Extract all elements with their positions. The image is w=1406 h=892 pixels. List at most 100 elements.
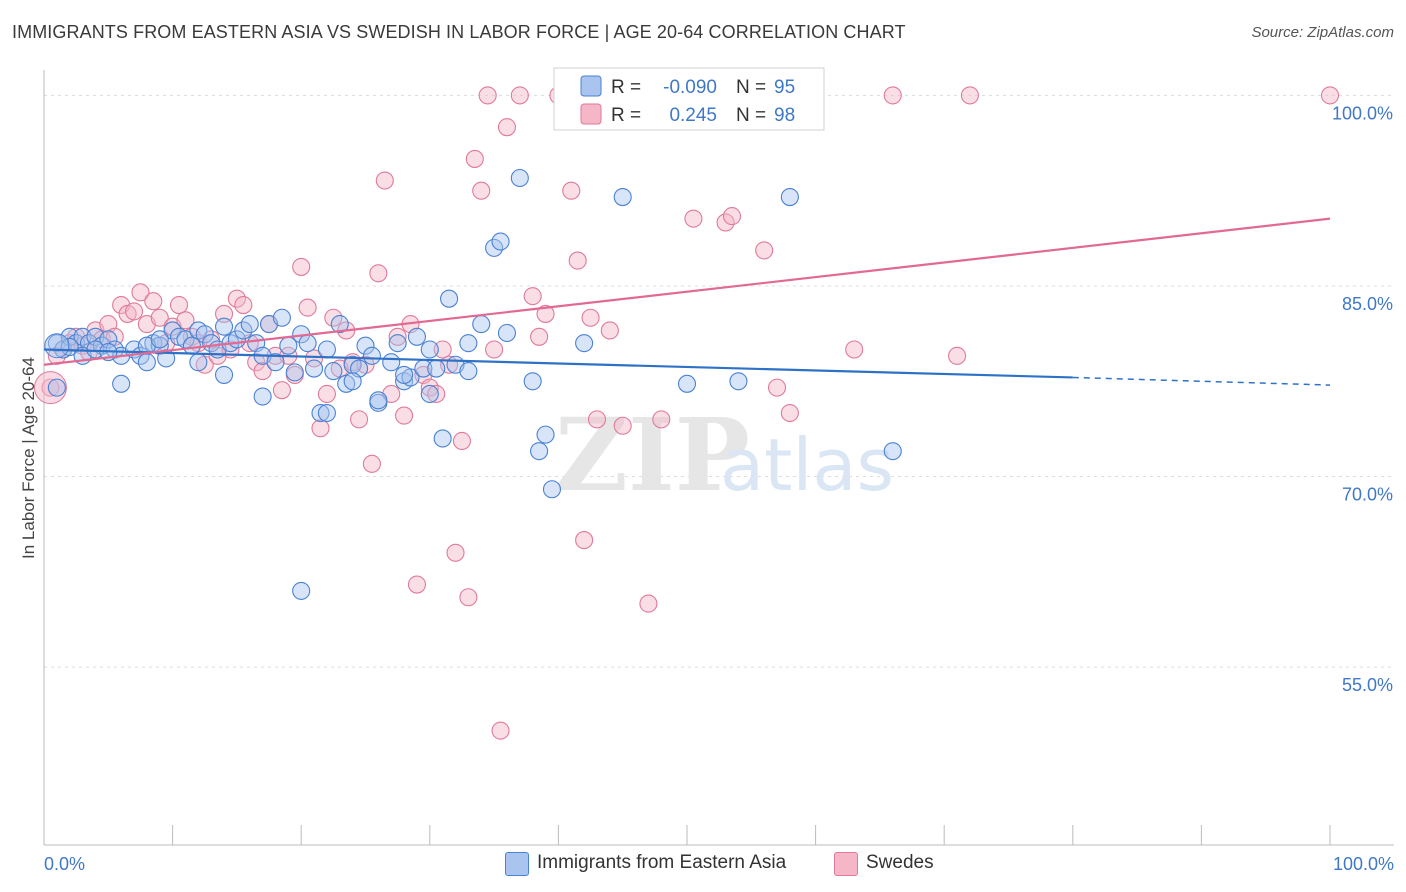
scatter-point (433, 340, 452, 359)
scatter-point (755, 241, 774, 260)
watermark-zip: ZIP (555, 396, 750, 514)
scatter-point (845, 340, 864, 359)
scatter-point (562, 181, 581, 200)
scatter-point (272, 308, 291, 327)
scatter-point (99, 330, 118, 349)
scatter-point (948, 346, 967, 365)
scatter-point (722, 207, 742, 226)
scatter-point (600, 321, 619, 340)
scatter-point (350, 410, 369, 429)
chart-title: IMMIGRANTS FROM EASTERN ASIA VS SWEDISH … (12, 22, 906, 42)
scatter-point (266, 353, 285, 372)
scatter-point (497, 323, 517, 343)
legend-n-value: 95 (774, 77, 795, 98)
scatter-point (150, 308, 169, 327)
scatter-point (253, 362, 272, 381)
scatter-point (189, 353, 208, 372)
scatter-point (491, 721, 510, 740)
watermark: ZIP atlas (555, 396, 894, 514)
scatter-point (112, 374, 131, 393)
scatter-point (767, 378, 787, 397)
scatter-point (375, 171, 394, 190)
scatter-point (465, 149, 484, 168)
x-tick-label-left: 0.0% (44, 854, 85, 874)
scatter-point (272, 381, 291, 400)
scatter-point (317, 384, 336, 404)
scatter-point (485, 340, 504, 359)
scatter-point (317, 340, 336, 359)
scatter-point (587, 410, 607, 429)
scatter-point (478, 86, 497, 105)
scatter-point (575, 334, 594, 353)
legend-r-label: R = (611, 77, 641, 98)
scatter-point (382, 353, 401, 372)
scatter-point (523, 287, 542, 306)
trend-line-eastern-asia-extension (1072, 376, 1331, 386)
stats-legend: R = -0.090 N = 95 R = 0.245 N = 98 (553, 67, 825, 131)
scatter-point (883, 86, 902, 105)
scatter-point (388, 334, 407, 353)
scatter-point (530, 327, 549, 346)
scatter-point (575, 531, 594, 550)
scatter-point (214, 304, 234, 323)
scatter-point (305, 359, 324, 378)
scatter-point (427, 359, 446, 378)
trend-line-eastern-asia (43, 348, 1073, 379)
scatter-point (407, 575, 426, 594)
scatter-point (298, 298, 317, 317)
scatter-point (883, 442, 902, 461)
scatter-point (613, 416, 632, 435)
scatter-point (324, 362, 343, 381)
scatter-point (652, 410, 671, 429)
legend-label-eastern-asia: Immigrants from Eastern Asia (537, 852, 787, 873)
scatter-point (536, 304, 555, 323)
legend-r-value: -0.090 (663, 77, 717, 98)
scatter-point (292, 581, 311, 600)
legend-swatch-blue (505, 852, 529, 876)
gridlines (44, 94, 1394, 668)
scatter-point (44, 333, 70, 359)
watermark-atlas: atlas (720, 423, 894, 507)
scatter-point (568, 251, 587, 270)
scatter-point (169, 295, 189, 315)
scatter-point (343, 372, 362, 391)
legend-r-label: R = (611, 105, 641, 126)
scatter-point (137, 353, 156, 372)
scatter-point (369, 264, 388, 283)
trend-lines (43, 217, 1331, 386)
scatter-point (780, 187, 799, 207)
scatter-point (369, 391, 388, 410)
scatter-point (729, 372, 748, 391)
scatter-point (234, 295, 253, 315)
scatter-point (407, 327, 426, 346)
legend-n-value: 98 (774, 105, 795, 126)
scatter-point (330, 315, 349, 334)
legend-swatch-blue (580, 75, 602, 97)
source-label: Source: ZipAtlas.com (1251, 24, 1394, 41)
scatter-point (240, 315, 259, 334)
legend-n-label: N = (736, 77, 766, 98)
scatter-point (542, 480, 562, 499)
scatter-point (427, 384, 446, 404)
scatter-point (362, 454, 381, 473)
scatter-point (497, 118, 517, 137)
scatter-point (459, 334, 478, 353)
scatter-point (523, 372, 542, 391)
scatter-point (780, 403, 799, 423)
legend-r-value: 0.245 (669, 105, 717, 126)
scatter-point (214, 317, 234, 336)
scatter-point (356, 336, 375, 355)
scatter-point (639, 594, 658, 613)
scatter-point (613, 187, 632, 207)
scatter-point (388, 327, 407, 346)
scatter-point (362, 346, 381, 365)
scatter-point (176, 311, 195, 330)
scatter-point (131, 283, 150, 302)
axes (43, 70, 1394, 846)
scatter-point (420, 340, 439, 359)
scatter-point (124, 302, 144, 321)
scatter-point (150, 330, 169, 349)
y-axis-title: In Labor Force | Age 20-64 (19, 357, 38, 559)
scatter-point (47, 378, 66, 397)
scatter-point (452, 431, 472, 451)
